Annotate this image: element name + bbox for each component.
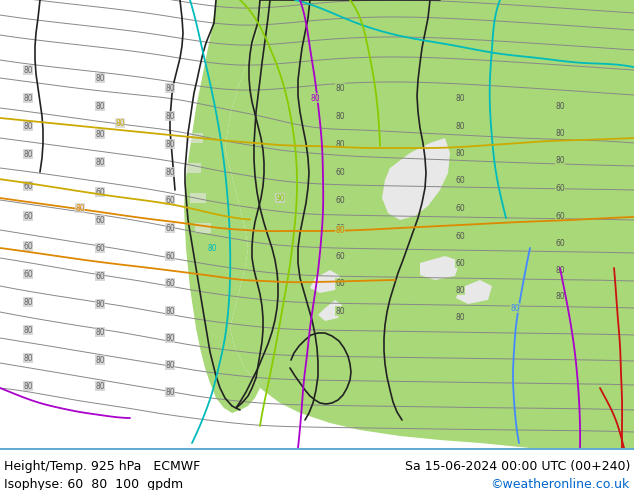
Text: 80: 80: [455, 148, 465, 157]
Text: 80: 80: [95, 74, 105, 82]
Text: 60: 60: [335, 251, 345, 261]
Text: 60: 60: [455, 203, 465, 213]
Text: 60: 60: [335, 168, 345, 176]
Text: 60: 60: [95, 271, 105, 280]
Text: 80: 80: [165, 140, 175, 148]
Polygon shape: [185, 163, 201, 173]
Polygon shape: [225, 0, 634, 448]
Text: 60: 60: [95, 188, 105, 196]
Text: 80: 80: [165, 388, 175, 396]
Text: 60: 60: [455, 231, 465, 241]
Text: 80: 80: [95, 157, 105, 167]
Text: 80: 80: [23, 94, 33, 102]
Text: 80: 80: [75, 203, 85, 213]
Text: 90: 90: [275, 194, 285, 202]
Text: 80: 80: [455, 313, 465, 321]
Text: 80: 80: [335, 307, 345, 316]
Text: 80: 80: [455, 286, 465, 294]
Text: Height/Temp. 925 hPa   ECMWF: Height/Temp. 925 hPa ECMWF: [4, 460, 200, 473]
Text: 80: 80: [207, 244, 217, 252]
Polygon shape: [195, 223, 211, 233]
Text: 60: 60: [555, 212, 565, 220]
Text: 80: 80: [95, 327, 105, 337]
Polygon shape: [456, 280, 492, 304]
Text: Isophyse: 60  80  100  gpdm: Isophyse: 60 80 100 gpdm: [4, 478, 183, 490]
Text: 80: 80: [555, 292, 565, 300]
Text: 80: 80: [95, 101, 105, 111]
Text: 60: 60: [335, 223, 345, 232]
Text: 60: 60: [23, 270, 33, 278]
Text: Sa 15-06-2024 00:00 UTC (00+240): Sa 15-06-2024 00:00 UTC (00+240): [404, 460, 630, 473]
Text: 80: 80: [555, 101, 565, 111]
Text: 60: 60: [455, 175, 465, 185]
Text: 80: 80: [23, 149, 33, 158]
Text: 80: 80: [23, 66, 33, 74]
Polygon shape: [555, 0, 634, 67]
Polygon shape: [187, 133, 203, 143]
Text: 80: 80: [95, 356, 105, 365]
Text: 80: 80: [23, 297, 33, 307]
Text: 80: 80: [165, 168, 175, 176]
Text: 80: 80: [23, 382, 33, 391]
Text: 60: 60: [23, 242, 33, 250]
Text: 60: 60: [95, 216, 105, 224]
Text: 80: 80: [335, 140, 345, 148]
Polygon shape: [318, 300, 342, 321]
Text: 80: 80: [455, 122, 465, 130]
Text: 80: 80: [165, 83, 175, 93]
Text: 60: 60: [455, 259, 465, 268]
Polygon shape: [382, 138, 450, 220]
Text: 60: 60: [165, 278, 175, 288]
Text: 60: 60: [555, 183, 565, 193]
Text: 60: 60: [23, 181, 33, 191]
Text: 80: 80: [335, 112, 345, 121]
Text: 60: 60: [555, 239, 565, 247]
Text: 60: 60: [165, 196, 175, 204]
Text: 80: 80: [455, 94, 465, 102]
Text: 80: 80: [555, 128, 565, 138]
Text: 80: 80: [165, 307, 175, 316]
Text: 60: 60: [335, 278, 345, 288]
Text: 60: 60: [165, 223, 175, 232]
Text: 80: 80: [165, 361, 175, 369]
Text: 80: 80: [510, 303, 520, 313]
Text: 80: 80: [555, 266, 565, 274]
Text: 80: 80: [115, 119, 125, 127]
Text: ©weatheronline.co.uk: ©weatheronline.co.uk: [491, 478, 630, 490]
Polygon shape: [420, 256, 460, 280]
Text: 60: 60: [165, 251, 175, 261]
Text: 80: 80: [23, 122, 33, 130]
Text: 80: 80: [335, 83, 345, 93]
Text: 80: 80: [95, 129, 105, 139]
Text: 60: 60: [23, 212, 33, 220]
Text: 80: 80: [165, 334, 175, 343]
Polygon shape: [190, 193, 206, 203]
Text: 80: 80: [310, 94, 320, 102]
Text: 80: 80: [555, 155, 565, 165]
Text: 80: 80: [95, 299, 105, 309]
Text: 80: 80: [23, 325, 33, 335]
Text: 80: 80: [165, 112, 175, 121]
Text: 60: 60: [335, 196, 345, 204]
Text: 60: 60: [95, 244, 105, 252]
Polygon shape: [184, 0, 270, 413]
Text: 80: 80: [23, 353, 33, 363]
Polygon shape: [310, 270, 340, 293]
Text: 80: 80: [335, 225, 345, 235]
Text: 80: 80: [95, 382, 105, 391]
